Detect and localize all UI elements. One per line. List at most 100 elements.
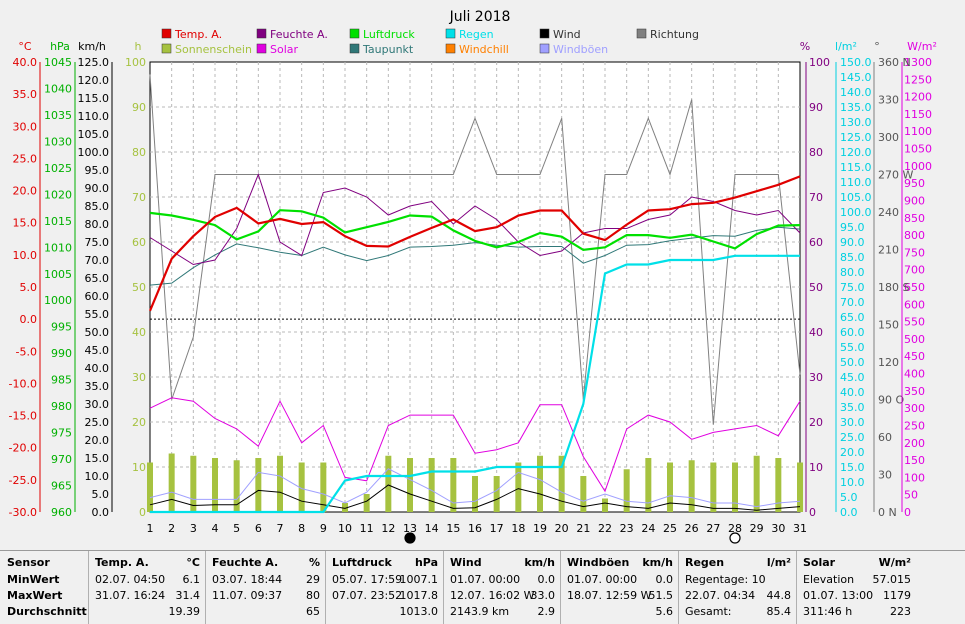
stats-col: Wind km/h 01.07. 00:00 0.0 12.07. 16:02 W 33.… [443,551,561,624]
tick-label: 50 [809,281,823,294]
tick-label: 80 [809,146,823,159]
stats-col: Luftdruck hPa 05.07. 17:59 1007.1 07.07. 23:… [325,551,444,624]
stats-cell: Regentage: 10 [685,573,766,586]
tick-label: 30 [878,469,892,482]
sunshine-bar [147,462,153,512]
stats-cell: 11.07. 09:37 [212,589,283,602]
tick-label: 995 [51,321,72,334]
tick-label: -20.0 [9,442,37,455]
tick-label: 20.0 [13,185,38,198]
x-tick-label: 21 [576,522,590,535]
tick-label: 45.0 [840,371,865,384]
axis-unit: W/m² [907,40,937,53]
x-tick-label: 8 [298,522,305,535]
tick-label: 1000 [44,294,72,307]
stats-value: 223 [890,605,911,618]
sunshine-bar [580,476,587,512]
tick-label: 60.0 [85,290,110,303]
tick-label: 40 [132,326,146,339]
axis-unit: °C [18,40,32,53]
weather-chart: Juli 2018 Temp. A. Sonnenschein Feuchte A.… [9,9,937,544]
series-line-luftdruck [149,209,801,252]
x-tick-label: 25 [663,522,677,535]
stats-col: Temp. A. °C 02.07. 04:50 6.1 31.07. 16:24 31.… [88,551,206,624]
tick-label: 450 [904,350,925,363]
tick-label: 1025 [44,162,72,175]
tick-label: -10.0 [9,377,37,390]
tick-label: 95.0 [85,164,110,177]
tick-label: 1200 [904,91,932,104]
legend-swatch [445,43,456,54]
tick-label: 650 [904,281,925,294]
tick-label: 125.0 [78,56,110,69]
sunshine-bar [645,458,652,512]
tick-label: 350 [904,385,925,398]
tick-label: 400 [904,368,925,381]
x-tick-label: 1 [147,522,154,535]
stats-labels: Sensor MinWert MaxWert Durchschnitt [0,551,88,624]
tick-label: 130.0 [840,116,872,129]
tick-label: 100 [125,56,146,69]
series-line-windb-en [149,468,801,508]
tick-label: 1020 [44,188,72,201]
tick-label: 50 [132,281,146,294]
tick-label: 970 [51,453,72,466]
tick-label: 90 O [878,394,904,407]
tick-label: 75.0 [85,236,110,249]
stats-cell: 07.07. 23:52 [332,589,403,602]
legend-label: Regen [459,28,494,41]
tick-label: 1300 [904,56,932,69]
sunshine-bar [537,455,543,512]
stats-cell: 311:46 h [803,605,853,618]
sunshine-bar [623,469,630,512]
tick-label: 1010 [44,241,72,254]
sunshine-bar [732,462,738,512]
stats-cell: Windböen [567,556,630,569]
tick-label: -5.0 [16,345,37,358]
legend-swatch [256,28,267,39]
tick-label: 0 [904,506,911,519]
tick-label: 75.0 [840,281,865,294]
tick-label: 1050 [904,143,932,156]
tick-label: 40 [809,326,823,339]
tick-label: 980 [51,400,72,413]
sunshine-bar [277,455,283,512]
tick-label: 20.0 [840,446,865,459]
legend-label: Windchill [459,43,509,56]
tick-label: 5.0 [20,281,38,294]
moon-full-icon [729,532,741,544]
tick-label: 550 [904,316,925,329]
tick-label: 500 [904,333,925,346]
stats-value: hPa [414,556,438,569]
tick-label: 150.0 [840,56,872,69]
tick-label: 90.0 [840,236,865,249]
tick-label: 125.0 [840,131,872,144]
tick-label: 0.0 [840,506,858,519]
legend-swatch [349,43,360,54]
stats-value: 85.4 [766,605,792,618]
sunshine-bar [298,462,305,512]
tick-label: 750 [904,246,925,259]
series-line-regen [150,254,800,514]
tick-label: 110.0 [840,176,872,189]
x-tick-label: 19 [533,522,547,535]
stats-value: 57.015 [872,573,912,586]
stats-value: 31.4 [175,589,201,602]
x-tick-label: 23 [620,522,634,535]
tick-label: 40.0 [13,56,38,69]
sunshine-bar [515,462,522,512]
legend-swatch [161,28,172,39]
tick-label: 0 [809,506,816,519]
stats-cell: Luftdruck [332,556,392,569]
axes: -30.0 -25.0 -20.0 -15.0 -10.0 -5.0 0.0 5.0 10.0 1… [9,56,932,519]
stats-value: 0.0 [537,573,556,586]
legend-swatch [349,28,360,39]
legend-label: Feuchte A. [270,28,328,41]
stats-col: Windböen km/h 01.07. 00:00 0.0 18.07. 12:59 … [560,551,679,624]
tick-label: 80 [132,146,146,159]
tick-label: 20 [132,416,146,429]
tick-label: 60 [809,236,823,249]
stats-cell: 05.07. 17:59 [332,573,403,586]
legend-swatch [445,28,456,39]
x-tick-label: 26 [685,522,699,535]
